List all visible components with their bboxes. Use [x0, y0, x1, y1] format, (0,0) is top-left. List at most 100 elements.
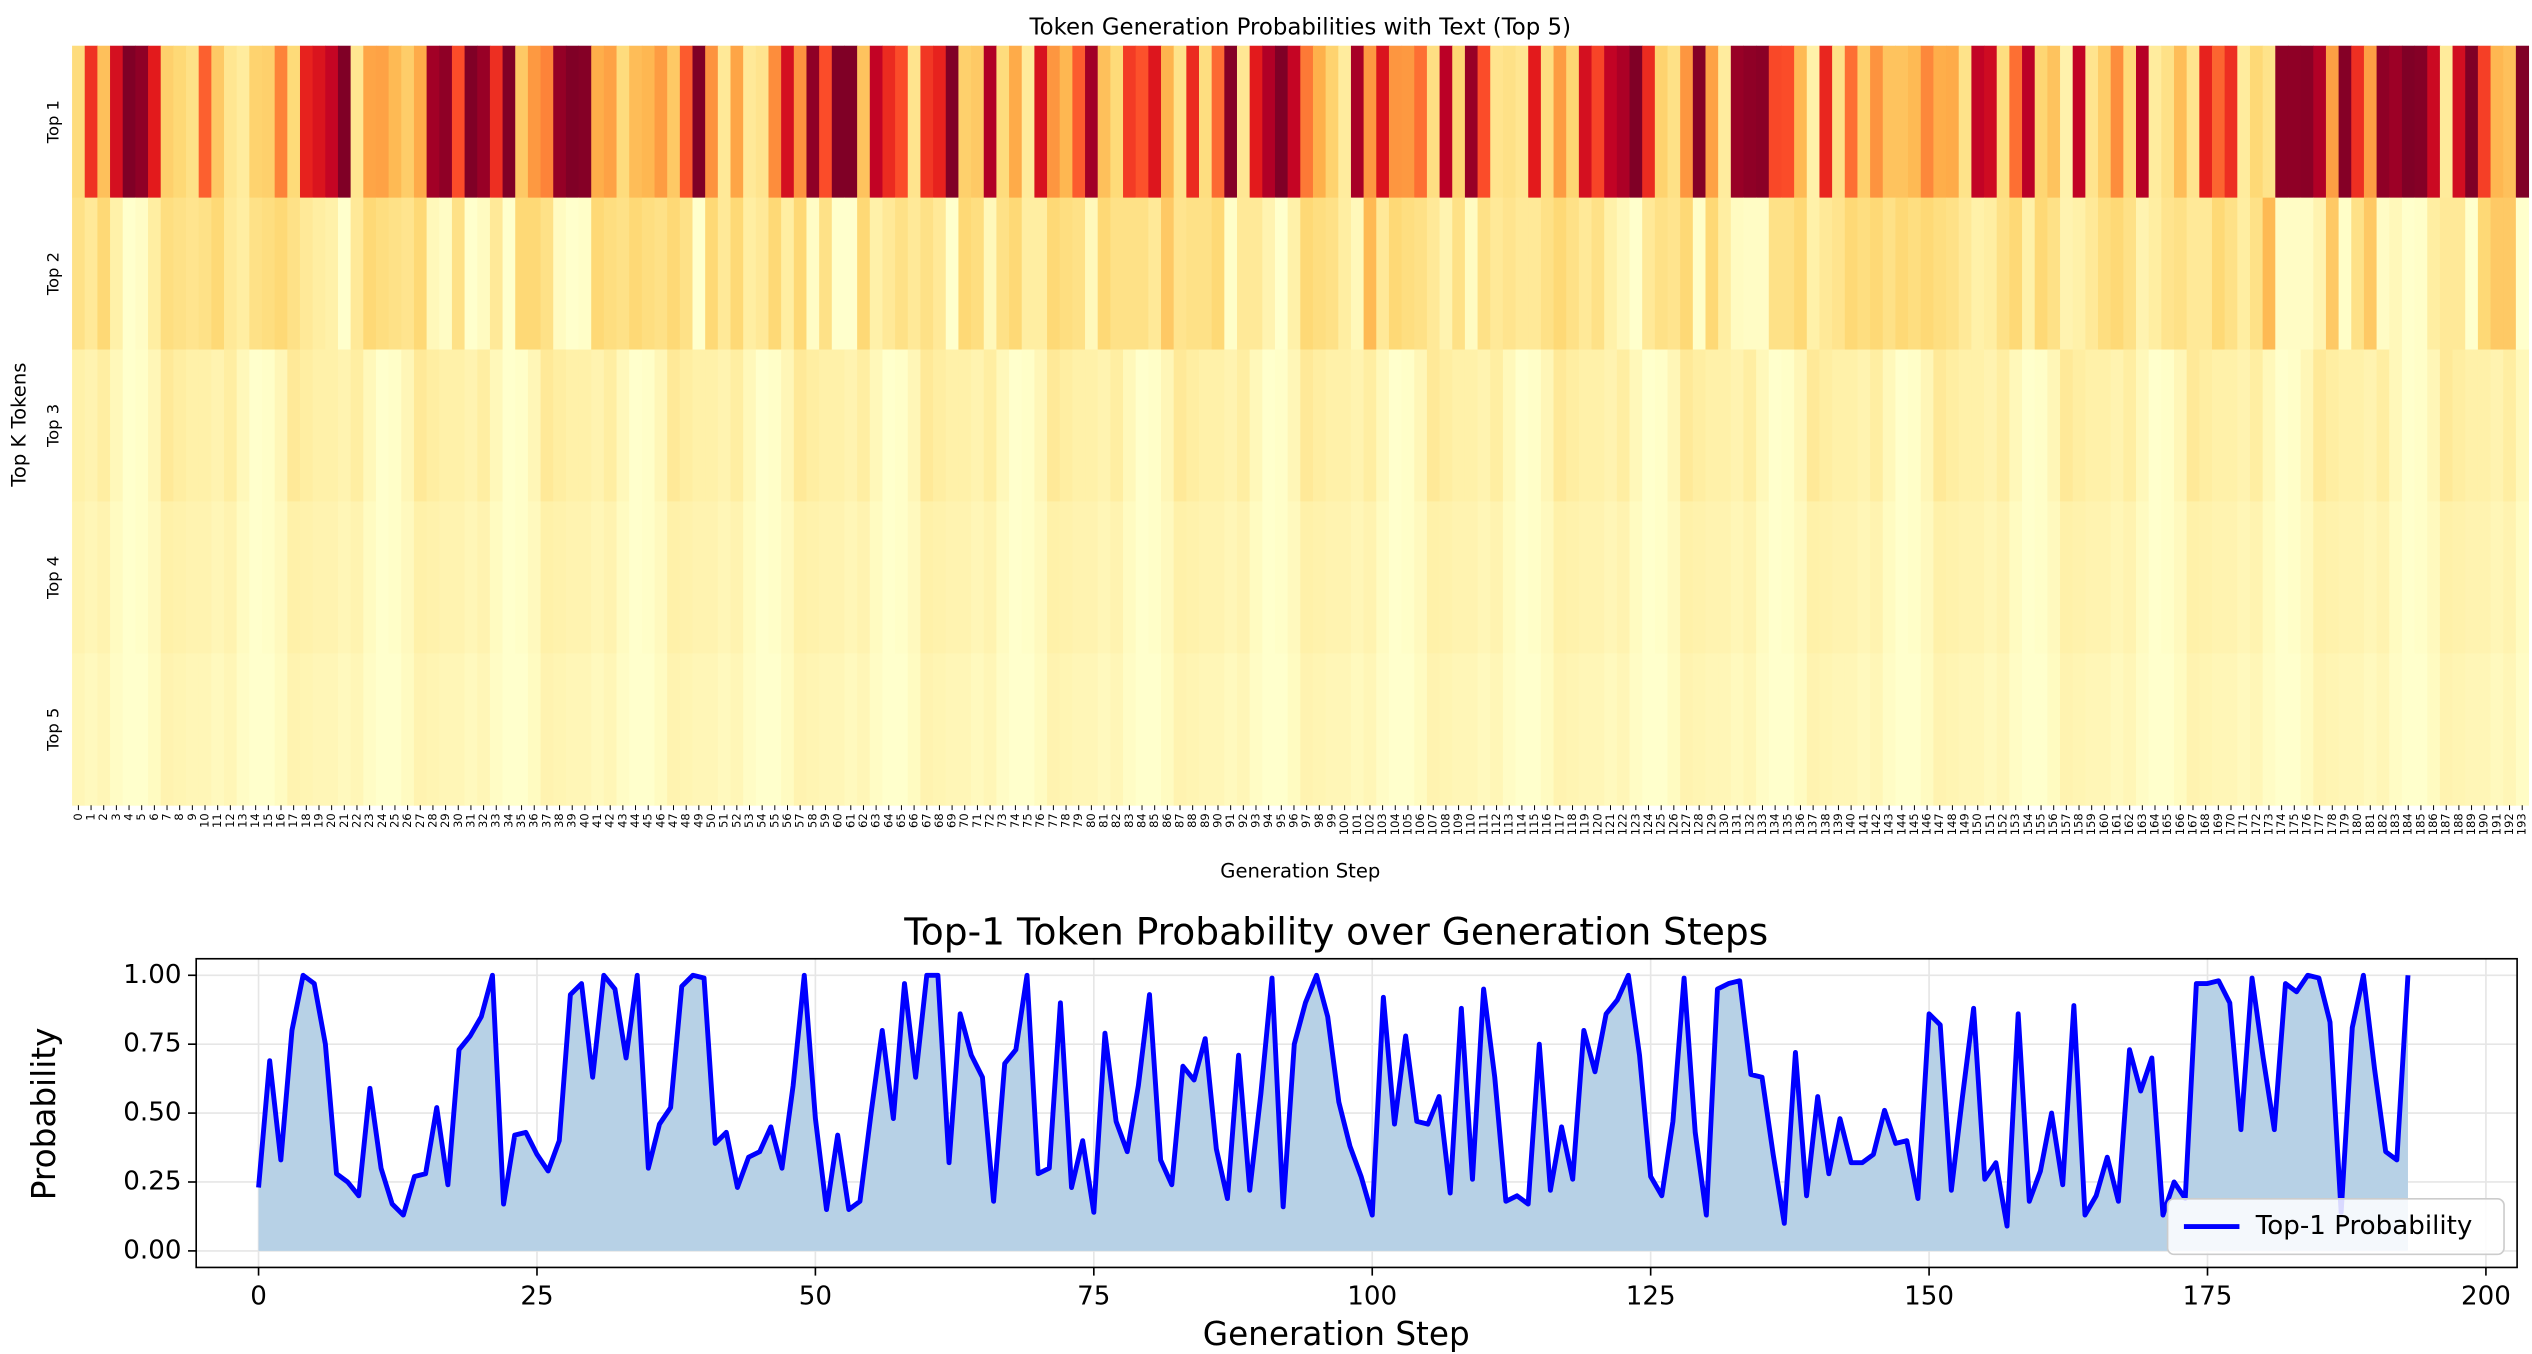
- heatmap-cell: [1591, 653, 1605, 806]
- heatmap-cell: [97, 197, 111, 351]
- heatmap-cell: [2072, 349, 2086, 502]
- heatmap-cell: [350, 45, 364, 199]
- heatmap-cell: [325, 45, 339, 199]
- heatmap-cell: [1654, 653, 1668, 806]
- heatmap-cell: [1920, 501, 1934, 654]
- heatmap-cell: [337, 501, 352, 654]
- heatmap-cell: [350, 653, 364, 806]
- heatmap-cell: [717, 197, 731, 351]
- heatmap-cell: [1604, 45, 1618, 199]
- heatmap-cell: [565, 349, 580, 502]
- heatmap-cell: [2351, 349, 2365, 502]
- heatmap-cell: [1578, 653, 1593, 806]
- x-tick-label: 150: [1970, 813, 1984, 835]
- heatmap-cell: [1958, 197, 1972, 351]
- x-tick-label: 63: [869, 813, 883, 828]
- legend-label: Top-1 Probability: [2255, 1211, 2473, 1241]
- heatmap-cell: [1832, 349, 1846, 502]
- heatmap-cell: [489, 349, 504, 502]
- y-tick-label: 0.75: [123, 1029, 181, 1059]
- heatmap-cell: [388, 197, 402, 351]
- heatmap-cell: [1338, 653, 1352, 806]
- heatmap-cell: [2376, 653, 2390, 806]
- heatmap-cell: [388, 501, 402, 654]
- x-tick-label: 17: [286, 813, 300, 828]
- heatmap-cell: [1439, 349, 1453, 502]
- heatmap-cell: [869, 653, 883, 806]
- heatmap-cell: [1604, 653, 1618, 806]
- heatmap-cell: [122, 653, 136, 806]
- heatmap-cell: [1249, 45, 1263, 199]
- heatmap-cell: [2477, 653, 2492, 806]
- heatmap-cell: [1072, 653, 1086, 806]
- x-tick-label: 107: [1426, 813, 1440, 835]
- heatmap-cell: [971, 45, 985, 199]
- heatmap-cell: [1756, 197, 1770, 351]
- heatmap-cell: [1642, 653, 1656, 806]
- heatmap-cell: [1730, 197, 1744, 351]
- heatmap-cell: [363, 197, 377, 351]
- heatmap-cell: [2414, 349, 2428, 502]
- heatmap-cell: [1414, 501, 1428, 654]
- heatmap-cell: [1971, 501, 1985, 654]
- heatmap-cell: [1414, 45, 1428, 199]
- x-tick-label: 50: [799, 1281, 832, 1311]
- heatmap-cell: [2363, 45, 2378, 199]
- heatmap-cell: [553, 197, 567, 351]
- heatmap-cell: [1946, 197, 1960, 351]
- heatmap-cell: [502, 197, 516, 351]
- heatmap-cell: [1933, 501, 1947, 654]
- heatmap-cell: [1794, 349, 1808, 502]
- heatmap-cell: [958, 349, 972, 502]
- heatmap-cell: [2022, 653, 2036, 806]
- x-tick-label: 192: [2502, 813, 2516, 835]
- x-tick-label: 132: [1742, 813, 1756, 835]
- heatmap-cell: [743, 197, 757, 351]
- heatmap-cell: [2452, 197, 2466, 351]
- x-tick-label: 85: [1147, 813, 1161, 828]
- heatmap-cell: [1794, 653, 1808, 806]
- x-tick-label: 44: [628, 813, 642, 828]
- heatmap-cell: [1224, 653, 1238, 806]
- legend-box: [2166, 1198, 2505, 1256]
- heatmap-cell: [489, 501, 504, 654]
- heatmap-cell: [1236, 349, 1251, 502]
- heatmap-cell: [2427, 197, 2441, 351]
- heatmap-cell: [148, 501, 162, 654]
- heatmap-cell: [261, 349, 276, 502]
- x-tick-label: 140: [1844, 813, 1858, 835]
- heatmap-cell: [857, 349, 871, 502]
- heatmap-cell: [1768, 501, 1782, 654]
- x-tick-label: 110: [1464, 813, 1478, 835]
- x-tick-label: 9: [185, 813, 199, 820]
- heatmap-cell: [1844, 45, 1858, 199]
- heatmap-cell: [363, 653, 377, 806]
- heatmap-cell: [2414, 501, 2428, 654]
- heatmap-cell: [1819, 501, 1833, 654]
- x-tick-label: 12: [223, 813, 237, 828]
- x-tick-label: 179: [2337, 813, 2351, 835]
- x-tick-label: 101: [1350, 813, 1364, 835]
- heatmap-cell: [869, 501, 883, 654]
- x-tick-label: 51: [717, 813, 731, 828]
- heatmap-cell: [1388, 197, 1403, 351]
- heatmap-cell: [502, 349, 516, 502]
- heatmap-cell: [1135, 197, 1149, 351]
- heatmap-cell: [2338, 653, 2352, 806]
- heatmap-cell: [1553, 197, 1567, 351]
- heatmap-cell: [907, 197, 921, 351]
- heatmap-cell: [1186, 45, 1200, 199]
- heatmap-cell: [1718, 349, 1732, 502]
- heatmap-cell: [1502, 653, 1517, 806]
- heatmap-cell: [1566, 501, 1580, 654]
- heatmap-cell: [2287, 197, 2302, 351]
- heatmap-cell: [464, 197, 478, 351]
- x-tick-label: 176: [2299, 813, 2313, 835]
- heatmap-cell: [679, 197, 694, 351]
- heatmap-cell: [173, 197, 187, 351]
- heatmap-cell: [2148, 349, 2162, 502]
- heatmap-cell: [958, 501, 972, 654]
- heatmap-cell: [2503, 45, 2517, 199]
- heatmap-cell: [1009, 349, 1023, 502]
- x-tick-label: 200: [2461, 1281, 2511, 1311]
